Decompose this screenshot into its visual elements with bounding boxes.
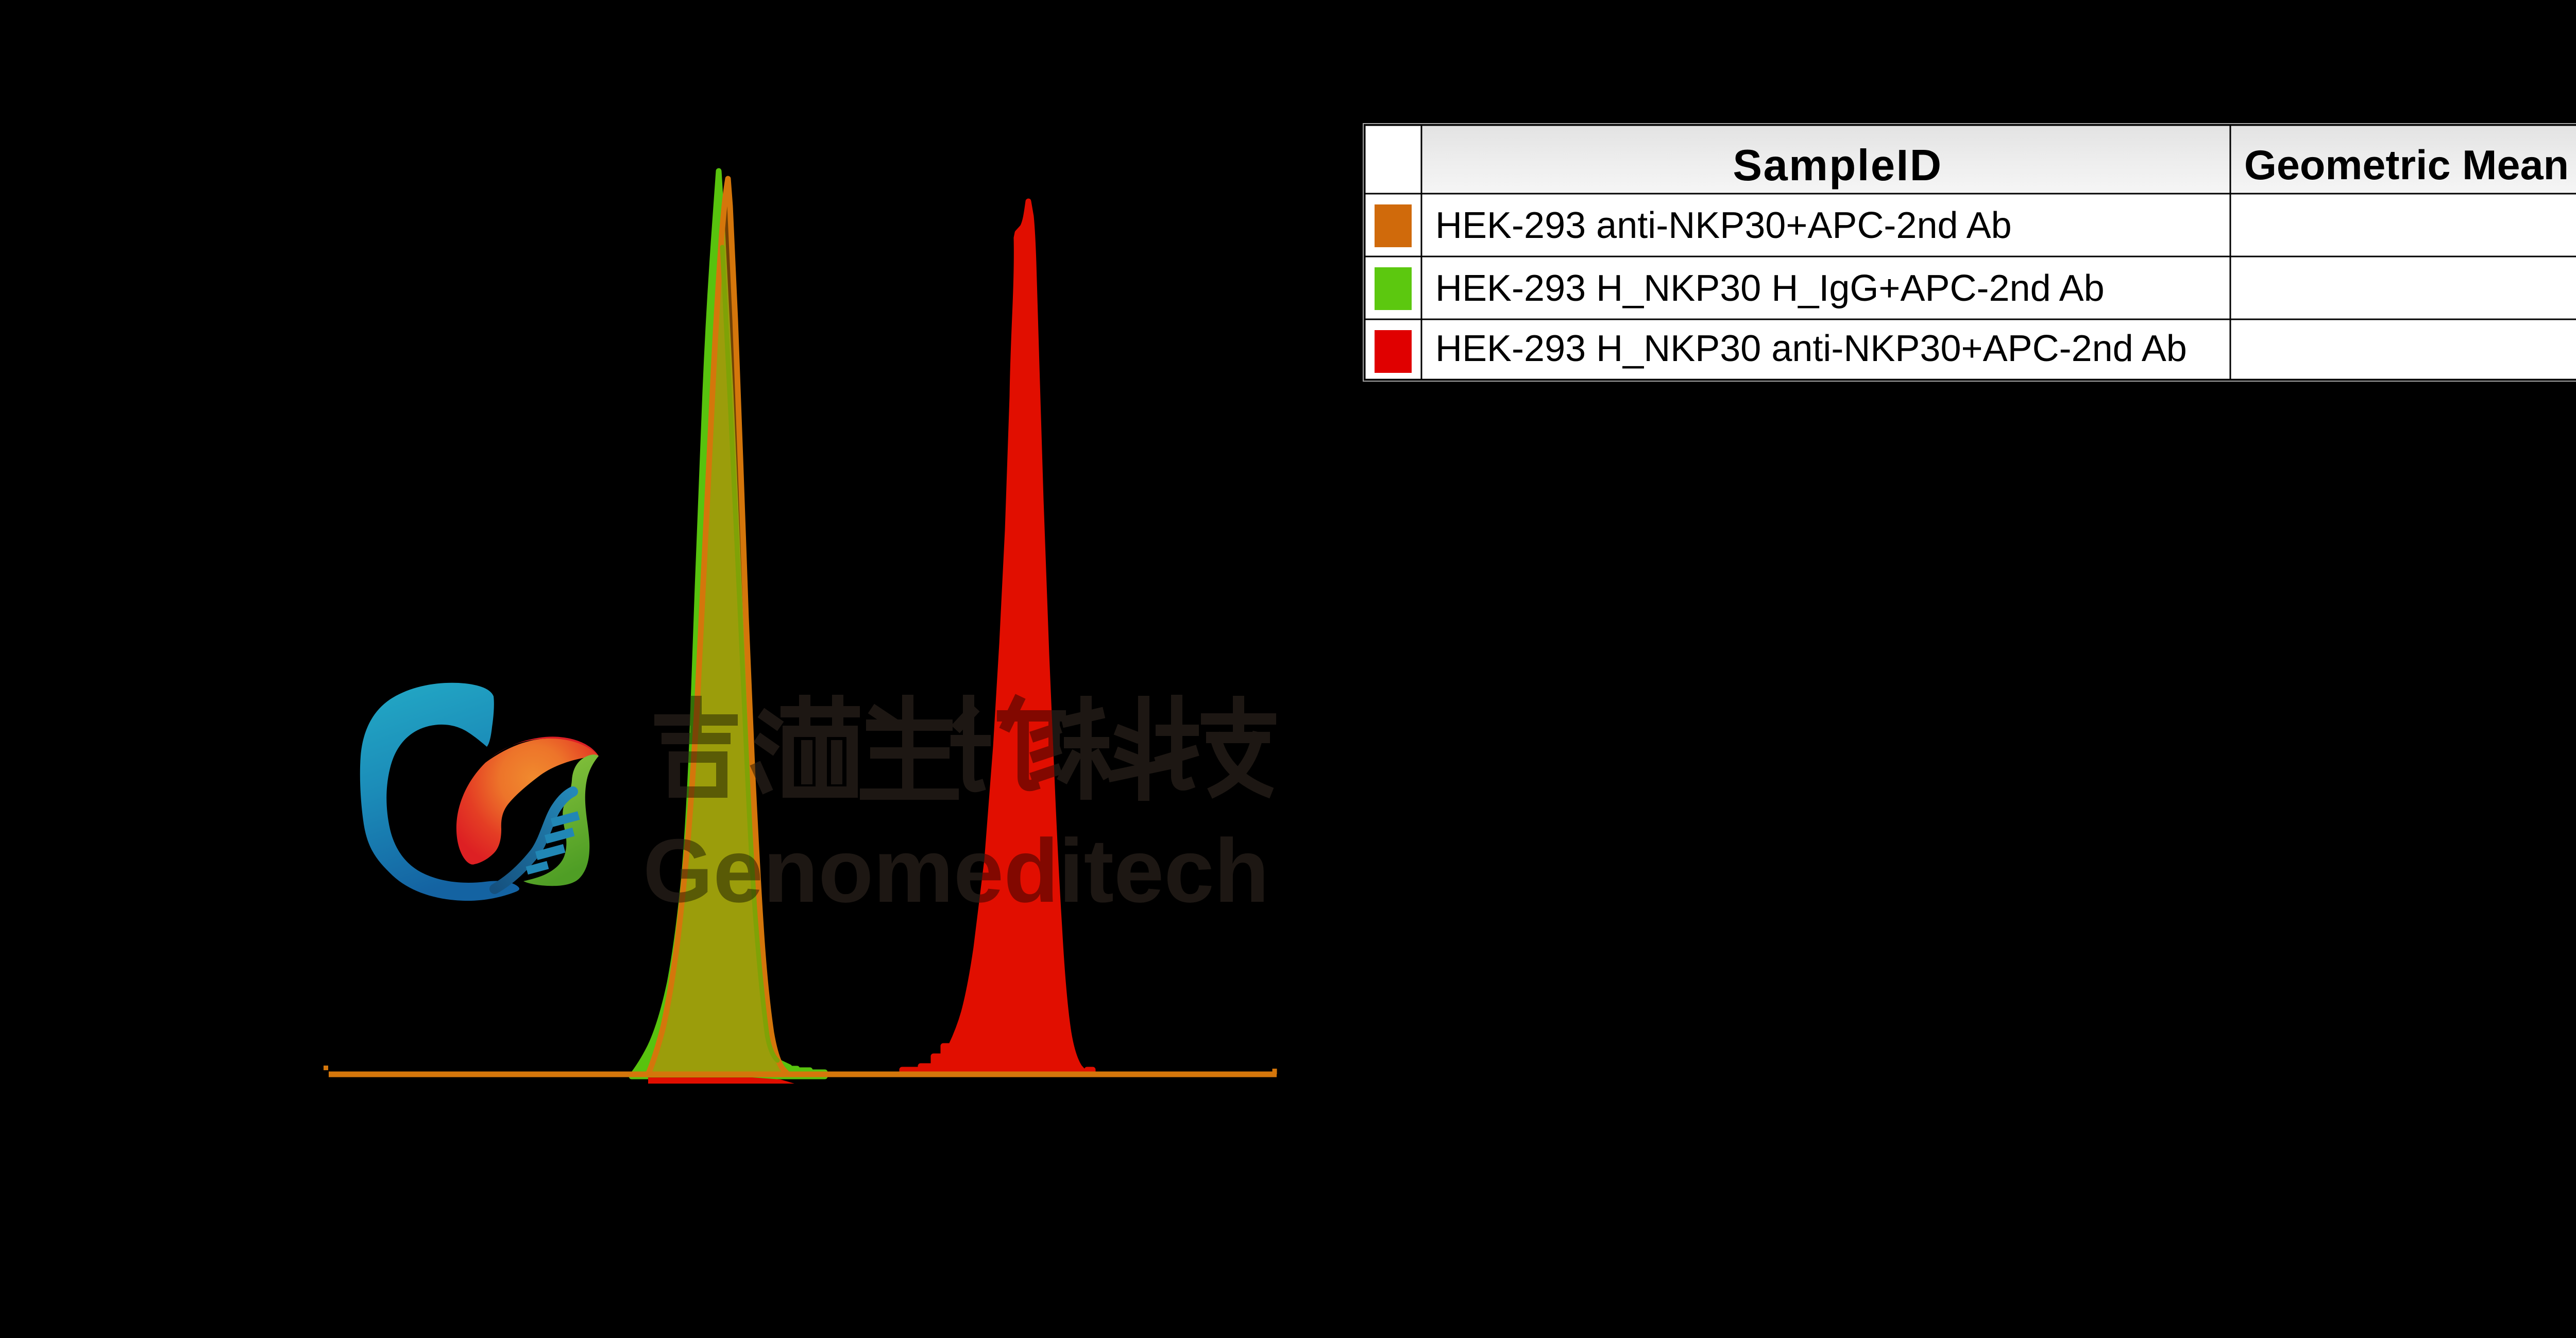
svg-text:HEK-293 anti-NKP30+APC-2nd Ab: HEK-293 anti-NKP30+APC-2nd Ab <box>1435 205 2012 246</box>
svg-text:HEK-293 H_NKP30 anti-NKP30+APC: HEK-293 H_NKP30 anti-NKP30+APC-2nd Ab <box>1435 328 2187 369</box>
svg-text:Geometric Mean : FL11-H: Geometric Mean : FL11-H <box>2244 142 2576 188</box>
svg-text:SampleID: SampleID <box>1733 141 1942 190</box>
svg-text:HEK-293 H_NKP30 H_IgG+APC-2nd: HEK-293 H_NKP30 H_IgG+APC-2nd Ab <box>1435 268 2105 309</box>
